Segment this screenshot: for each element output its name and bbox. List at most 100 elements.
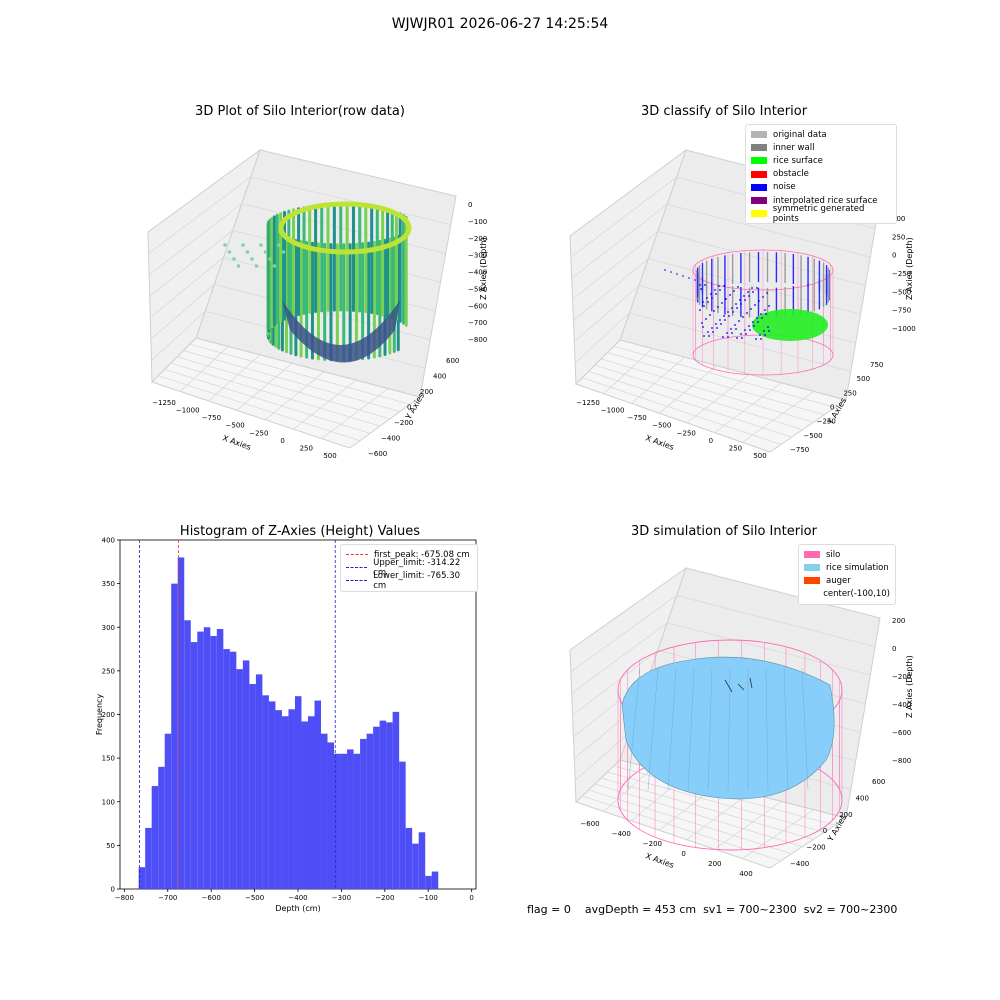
legend-swatch xyxy=(346,554,368,556)
raw-axes-box-gridline xyxy=(151,310,206,361)
histogram-bar xyxy=(379,720,387,889)
classify-noise-point xyxy=(694,279,696,281)
raw-z-label: Z Axies (Depth) xyxy=(479,237,488,300)
raw-x-tick: 250 xyxy=(300,444,313,452)
histogram-bar xyxy=(294,696,302,889)
classify-noise-point xyxy=(747,291,749,293)
classify-noise-point xyxy=(709,314,711,316)
classify-x-label: X Axies xyxy=(644,433,675,452)
classify-y-tick: −750 xyxy=(790,446,809,454)
histogram-x-tick: −400 xyxy=(288,894,307,902)
histogram-x-tick: −300 xyxy=(332,894,351,902)
histogram-y-tick: 350 xyxy=(102,580,115,588)
histogram-bar xyxy=(353,753,361,889)
classify-noise-point xyxy=(750,308,752,310)
raw-outlier-point xyxy=(277,243,281,247)
simulation-y-tick: −200 xyxy=(806,844,825,852)
classify-noise-point xyxy=(676,273,678,275)
histogram-bar xyxy=(210,635,217,889)
histogram-y-tick: 300 xyxy=(102,624,115,632)
raw-outlier-point xyxy=(281,250,286,254)
simulation-axes-box-gridline xyxy=(588,789,792,855)
simulation-x-tick: −400 xyxy=(612,830,631,838)
raw-axes-box-gridline xyxy=(177,356,391,420)
classify-axes-box-gridline xyxy=(573,258,649,321)
raw-z-tick: −200 xyxy=(468,235,487,243)
classify-axes-box-gridline xyxy=(603,348,653,395)
classify-axes-box-gridline xyxy=(658,365,718,414)
legend-entry: interpolated rice surface xyxy=(751,194,891,207)
raw-axes-box-gridline xyxy=(189,343,411,405)
classify-axes-box-gridline xyxy=(631,356,685,404)
histogram-y-tick: 250 xyxy=(102,667,115,675)
classify-z-tick: −250 xyxy=(892,270,911,278)
legend-label: Upper_limit: -314.22 cm xyxy=(373,557,461,578)
classify-axes-box-gridline xyxy=(601,358,814,423)
classify-axes-box-gridline xyxy=(648,258,861,315)
histogram-x-tick: 0 xyxy=(469,894,473,902)
legend-entry: inner wall xyxy=(751,141,891,154)
raw-axes-box-gridline xyxy=(158,375,361,442)
histogram-bar xyxy=(418,832,426,889)
classify-y-tick: 250 xyxy=(843,389,856,397)
simulation-x-tick: −600 xyxy=(580,820,599,828)
simulation-axes-box-gridline xyxy=(570,595,677,673)
classify-noise-point xyxy=(714,289,716,291)
classify-noise-point xyxy=(734,324,736,326)
classify-noise-point xyxy=(744,299,746,301)
classify-x-tick: 250 xyxy=(729,444,742,452)
simulation-axes-box-gridline xyxy=(571,622,668,694)
raw-x-tick: −1000 xyxy=(176,407,200,415)
avg-depth-text: avgDepth = 453 cm xyxy=(584,903,697,916)
simulation-z-tick: −200 xyxy=(892,673,911,681)
histogram-bar xyxy=(366,733,374,889)
histogram-bar xyxy=(223,649,230,889)
legend-label: rice simulation xyxy=(826,562,889,573)
classify-noise-point xyxy=(699,284,701,286)
histogram-y-label: Frequency xyxy=(95,694,104,736)
classify-noise-point xyxy=(764,334,766,336)
classify-noise-point xyxy=(711,327,713,329)
histogram-bar xyxy=(158,766,165,889)
simulation-rice-surface xyxy=(621,656,835,800)
classify-axes-box-gridline xyxy=(588,371,792,438)
classify-noise-point xyxy=(740,303,742,305)
raw-axes-box-gridline xyxy=(150,283,215,340)
legend-label: noise xyxy=(773,182,796,193)
classify-axes-box-gridline xyxy=(686,373,750,424)
classify-z-tick: 250 xyxy=(892,233,905,241)
classify-axes-box-gridline xyxy=(594,364,803,431)
histogram-bar xyxy=(229,651,237,889)
classify-noise-point xyxy=(753,325,755,327)
raw-axes-box-gridline xyxy=(250,176,451,226)
legend-label: symmetric generated points xyxy=(772,203,865,224)
raw-y-tick: −200 xyxy=(394,419,413,427)
histogram-bar xyxy=(327,742,335,889)
classify-noise-point xyxy=(728,315,730,317)
simulation-y-tick: 0 xyxy=(823,827,827,835)
simulation-z-tick: 0 xyxy=(892,645,896,653)
legend-swatch xyxy=(751,197,767,205)
raw-axes-box-gridline xyxy=(321,388,389,439)
classify-noise-point xyxy=(752,291,754,293)
classify-noise-point xyxy=(766,292,768,294)
classify-z-tick: 0 xyxy=(892,252,896,260)
raw-outlier-point xyxy=(236,264,241,268)
simulation-axes-box-gridline xyxy=(582,795,781,862)
classify-plot-title: 3D classify of Silo Interior xyxy=(640,104,808,119)
legend-label: center(-100,10) xyxy=(823,589,890,600)
classify-noise-point xyxy=(701,322,703,324)
simulation-z-label: Z Axies (Depth) xyxy=(905,655,914,718)
legend-entry: noise xyxy=(751,181,891,194)
simulation-mesh-line xyxy=(801,667,809,791)
classify-x-tick: −1000 xyxy=(601,407,625,415)
classify-noise-point xyxy=(751,287,753,289)
simulation-z-tick: 200 xyxy=(892,617,905,625)
simulation-y-tick: −400 xyxy=(790,860,809,868)
classify-noise-point xyxy=(759,334,761,336)
classify-noise-point xyxy=(732,311,734,313)
classify-noise-point xyxy=(729,294,731,296)
legend-entry: Upper_limit: -314.22 cm xyxy=(346,558,472,578)
classify-z-label: Z Axies (Depth) xyxy=(905,237,914,300)
histogram-bar xyxy=(412,843,419,889)
